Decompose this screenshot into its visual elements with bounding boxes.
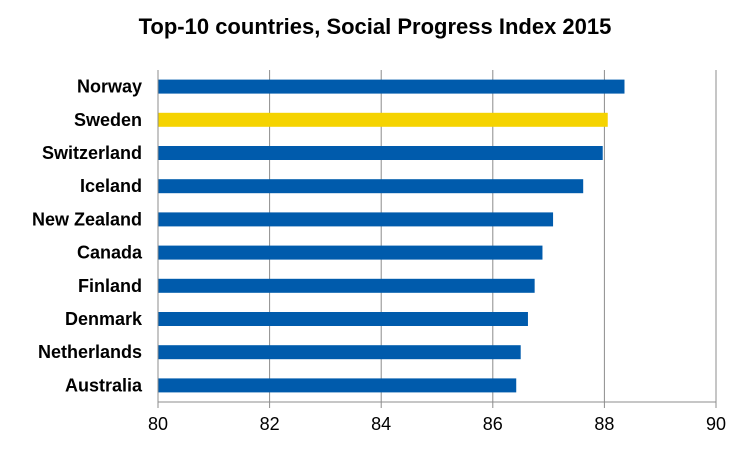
category-label: Sweden [74,110,142,130]
x-tick-label: 82 [260,414,280,434]
category-label: Australia [65,375,143,395]
chart-title: Top-10 countries, Social Progress Index … [138,14,612,39]
x-tick-label: 90 [706,414,726,434]
category-label: New Zealand [32,209,142,229]
category-label: Denmark [65,309,143,329]
category-label: Iceland [80,176,142,196]
x-tick-label: 88 [594,414,614,434]
bar [158,278,535,293]
bar [158,312,528,326]
bar [158,112,608,127]
x-tick-label: 86 [483,414,503,434]
bar [158,146,603,160]
category-label: Norway [77,77,142,97]
category-label: Netherlands [38,342,142,362]
bar [158,245,543,260]
bar [158,79,625,94]
bar [158,179,584,194]
category-label: Finland [78,276,142,296]
bar [158,212,554,227]
category-label: Canada [77,243,143,263]
bar [158,378,517,393]
x-tick-label: 80 [148,414,168,434]
x-tick-label: 84 [371,414,391,434]
category-label: Switzerland [42,143,142,163]
bar [158,345,521,360]
